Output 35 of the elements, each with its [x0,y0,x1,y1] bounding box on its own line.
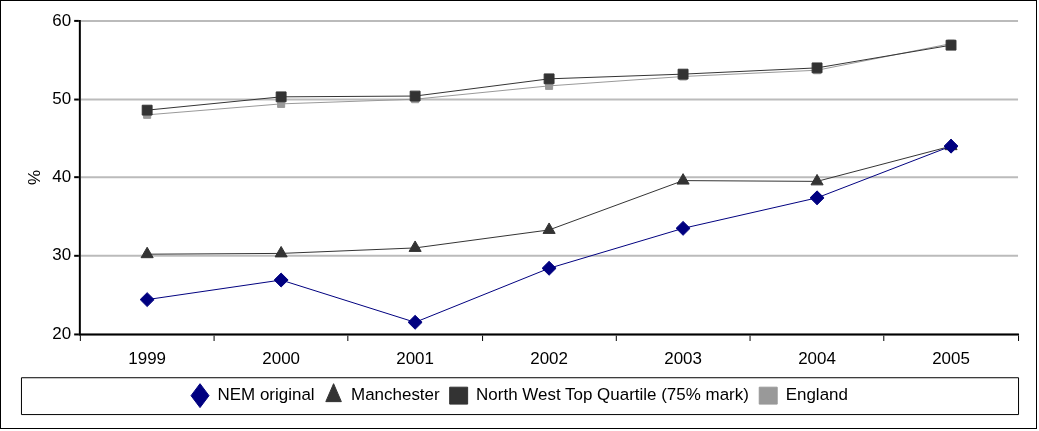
point [408,240,422,252]
point [541,260,557,276]
point [810,173,824,186]
y-tick-label: 60 [52,10,72,30]
legend-label: England [785,385,848,405]
point [274,245,288,258]
point [139,292,155,308]
x-tick-label: 2004 [798,348,836,368]
point [273,272,289,288]
point [543,73,555,85]
y-tick-label: 30 [52,245,72,265]
x-tick-label: 2001 [396,348,434,368]
point [542,222,556,234]
legend-label: Manchester [351,385,441,405]
point [809,190,825,206]
point [811,62,823,74]
point [409,90,421,102]
point [676,173,690,185]
y-tick-label: 50 [52,88,72,108]
point [407,314,423,330]
point [141,104,153,116]
x-tick-label: 1999 [128,348,167,368]
x-tick-label: 2000 [262,348,300,368]
x-tick-label: 2003 [664,348,702,368]
legend-label: North West Top Quartile (75% mark) [476,385,749,405]
legend-label: NEM original [217,385,315,405]
y-axis-title: % [24,169,44,185]
point [140,246,154,259]
y-tick-label: 40 [52,167,72,187]
point [675,220,691,236]
point [275,91,287,103]
x-tick-label: 2002 [530,348,568,368]
y-tick-label: 20 [52,323,72,343]
x-tick-label: 2005 [932,348,970,368]
point [677,68,689,80]
